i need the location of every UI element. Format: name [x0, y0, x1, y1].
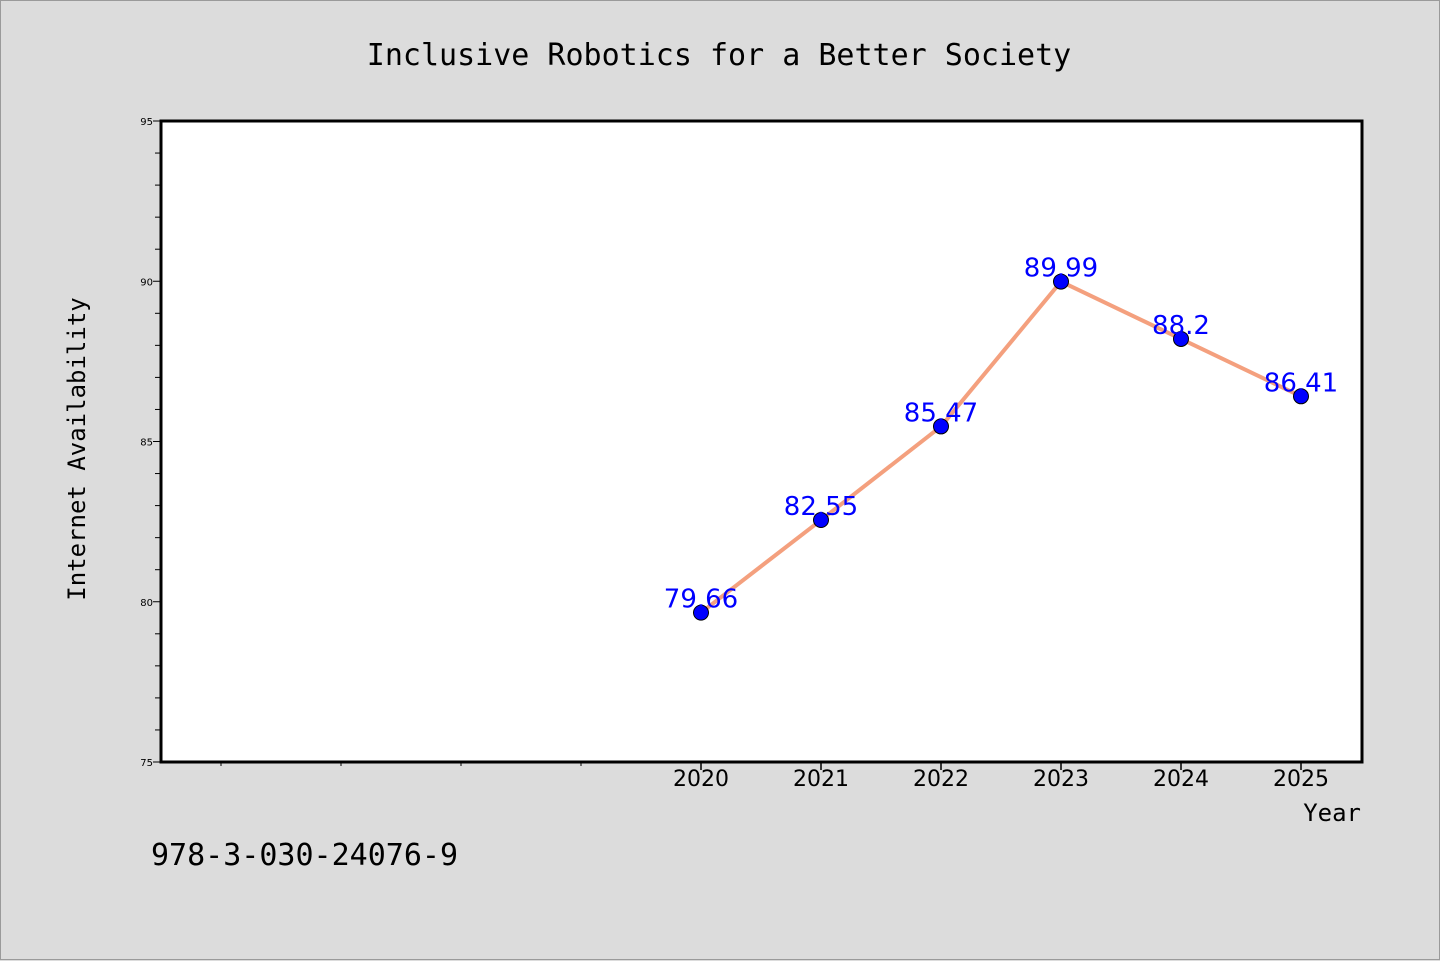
y-tick-label: 80	[140, 598, 153, 609]
data-label-2024: 88.2	[1152, 311, 1210, 341]
chart-title: Inclusive Robotics for a Better Society	[367, 38, 1071, 73]
x-tick-label-2024: 2024	[1153, 767, 1209, 792]
x-tick-label-2023: 2023	[1033, 767, 1089, 792]
data-point-2023	[1053, 273, 1069, 290]
x-tick-label-2021: 2021	[793, 767, 849, 792]
x-axis-label: Year	[1303, 799, 1361, 827]
x-tick-label-2020: 2020	[673, 767, 729, 792]
data-label-2021: 82.55	[784, 492, 858, 522]
data-point-2024	[1173, 330, 1189, 347]
y-tick-label: 95	[140, 117, 153, 128]
marker-group	[693, 273, 1309, 621]
series-line-group	[699, 279, 1303, 615]
x-axis: 2020 2021 2022 2023 2024 2025	[220, 762, 1329, 792]
y-tick-label: 90	[140, 277, 153, 288]
data-point-2021	[813, 512, 829, 529]
y-tick-label: 85	[140, 438, 153, 449]
data-point-2022	[933, 418, 949, 435]
data-label-2022: 85.47	[904, 398, 978, 428]
data-label-2025: 86.41	[1264, 368, 1338, 398]
plot-area	[159, 119, 1364, 764]
x-tick-label-2022: 2022	[913, 767, 969, 792]
x-tick-label-2025: 2025	[1273, 767, 1329, 792]
y-axis: 75 80 85 90 95	[140, 117, 161, 769]
isbn-annotation: 978-3-030-24076-9	[151, 838, 458, 873]
y-tick-label: 75	[140, 758, 153, 769]
y-axis-label: Internet Availability	[63, 297, 91, 600]
data-label-2023: 89.99	[1024, 254, 1098, 284]
data-point-2020	[693, 604, 709, 621]
data-point-2025	[1293, 388, 1309, 405]
series-line	[699, 279, 1303, 615]
data-label-group: 79.66 82.55 85.47 89.99 88.2 86.41	[664, 254, 1338, 615]
data-label-2020: 79.66	[664, 585, 738, 615]
